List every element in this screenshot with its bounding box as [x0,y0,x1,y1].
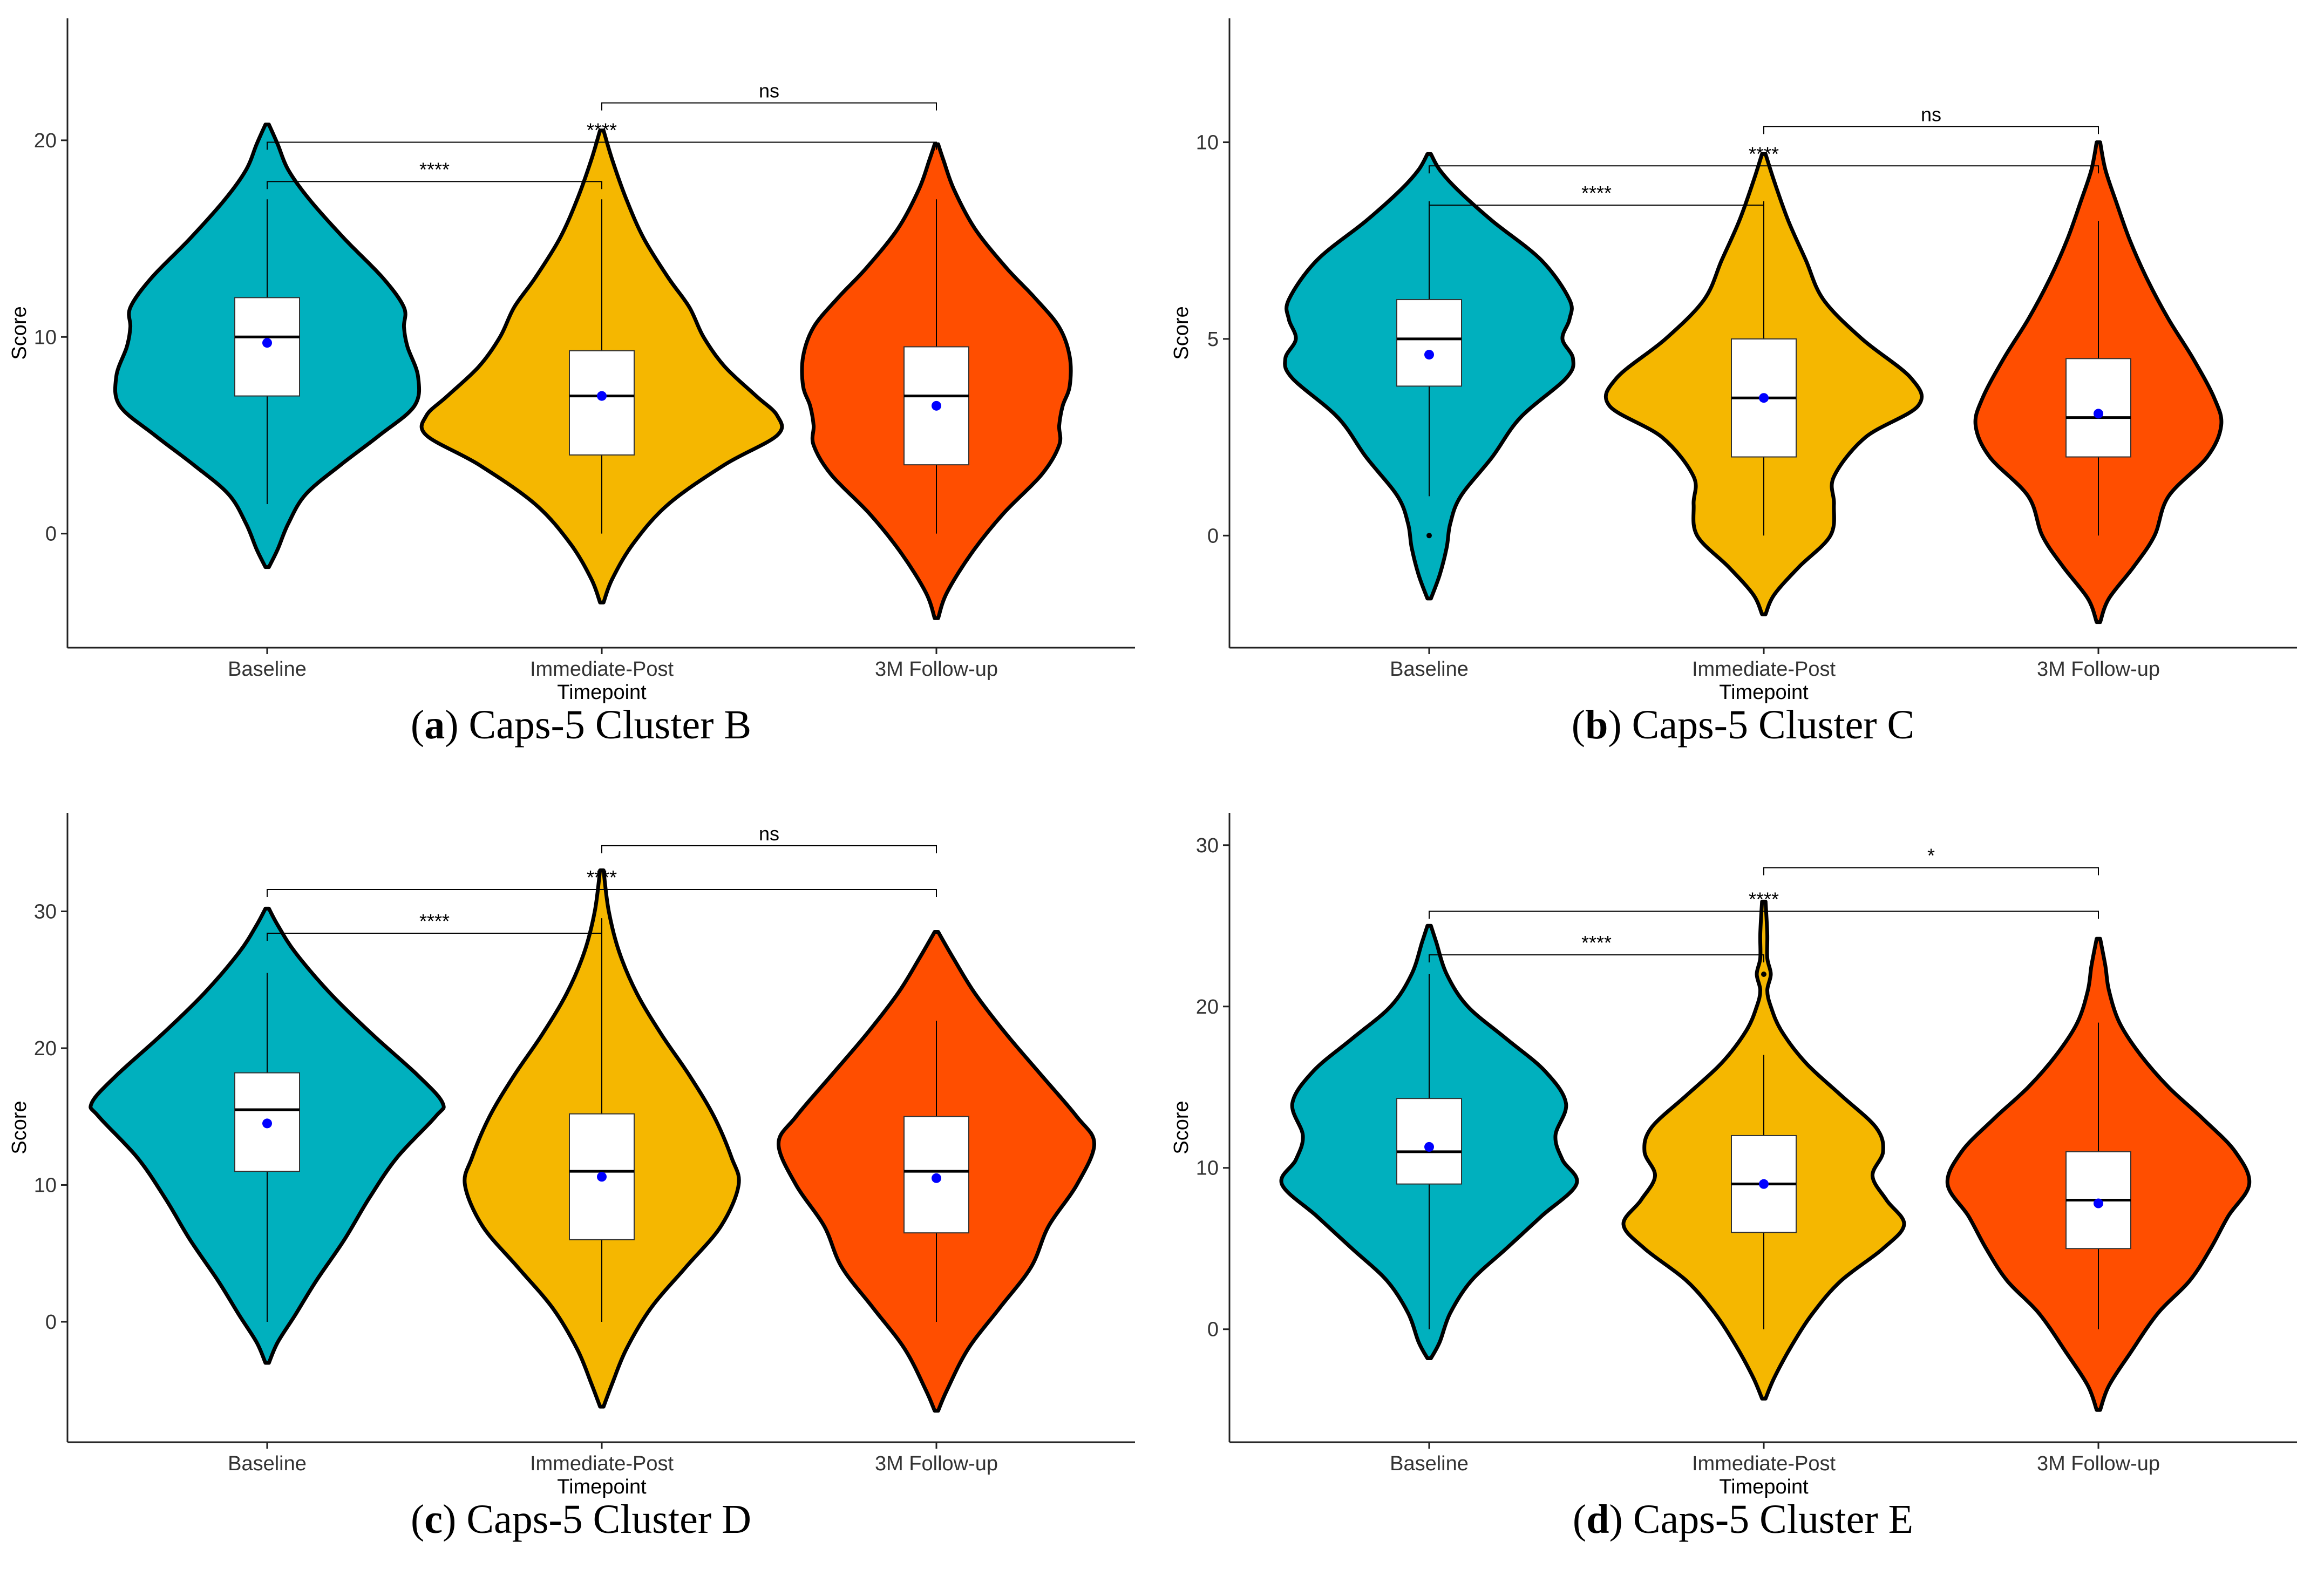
box-iqr [2065,358,2131,458]
chart-panel-a: 0 10 20 Score Baseline Immediate-Post 3M Follo… [0,0,1162,794]
mean-point [2094,1198,2103,1208]
mean-point [2094,409,2103,419]
caption-d: (d) Caps-5 Cluster E [1572,1497,1914,1542]
x-tick-label: Immediate-Post [1692,658,1836,681]
y-tick-label: 10 [1196,132,1219,154]
caption-text: Caps-5 Cluster E [1633,1497,1914,1542]
y-tick-label: 5 [1207,328,1219,351]
significance-bracket [601,102,937,111]
caption-b: (b) Caps-5 Cluster C [1571,702,1915,748]
y-axis-title: Score [8,1101,31,1154]
y-axis-title: Score [1170,1101,1193,1154]
mean-point [1424,1142,1434,1152]
significance-bracket [1763,867,2099,875]
significance-bracket [267,141,937,150]
violin-chart-c: 0 10 20 30 Score Baseline Immediate-Post 3M Fol… [8,813,1135,1498]
significance-label: **** [1749,142,1779,165]
significance-bracket [1429,954,1764,963]
violin-chart-a: 0 10 20 Score Baseline Immediate-Post 3M Follo… [8,18,1135,704]
outlier-point [1426,533,1432,539]
box-iqr [903,1116,969,1234]
caption-a: (a) Caps-5 Cluster B [410,702,752,748]
x-tick-label: 3M Follow-up [2037,1452,2160,1475]
y-axis-title: Score [1170,306,1193,359]
y-tick-label: 20 [34,130,57,152]
caption-letter: a [424,702,445,748]
significance-label: ns [759,80,779,102]
mean-point [1759,1179,1769,1189]
significance-bracket [1429,165,2099,174]
significance-label: **** [587,866,617,888]
violin-chart-b: 0 5 10 Score Baseline Immediate-Post 3M Follow… [1170,18,2297,704]
mean-point [1424,350,1434,360]
mean-point [1759,393,1769,403]
significance-label: **** [587,119,617,141]
y-tick-label: 10 [1196,1157,1219,1180]
y-axis-title: Score [8,306,31,359]
significance-bracket [267,181,602,189]
caption-text: Caps-5 Cluster C [1632,702,1915,748]
significance-label: **** [1749,888,1779,910]
significance-label: * [1927,845,1935,867]
significance-label: ns [759,823,779,845]
y-tick-label: 20 [34,1037,57,1060]
significance-bracket [1763,126,2099,134]
caption-letter: b [1585,702,1608,748]
y-tick-label: 30 [34,901,57,923]
y-tick-label: 0 [45,1311,57,1334]
chart-panel-c: 0 10 20 30 Score Baseline Immediate-Post 3M Fol… [0,794,1162,1589]
x-axis-title: Timepoint [1719,1476,1809,1498]
box-iqr [569,350,635,456]
chart-panel-d: 0 10 20 30 Score Baseline Immediate-Post 3M Fol… [1162,794,2324,1589]
mean-point [932,400,941,411]
x-tick-label: Baseline [1390,658,1469,681]
mean-point [932,1173,941,1183]
x-axis-title: Timepoint [557,1476,647,1498]
x-tick-label: Immediate-Post [530,658,674,681]
significance-bracket [601,845,937,853]
box-iqr [1396,299,1462,387]
caption-text: Caps-5 Cluster D [466,1497,752,1542]
x-tick-label: Baseline [228,658,307,681]
x-tick-label: Immediate-Post [1692,1452,1836,1475]
x-tick-label: Baseline [1390,1452,1469,1475]
caption-letter: d [1586,1497,1609,1542]
violin-chart-d: 0 10 20 30 Score Baseline Immediate-Post 3M Fol… [1170,813,2297,1498]
mean-point [262,1118,272,1129]
x-tick-label: Immediate-Post [530,1452,674,1475]
outlier-point [1761,971,1766,977]
x-tick-label: 3M Follow-up [875,1452,998,1475]
significance-bracket [267,933,602,941]
caption-c: (c) Caps-5 Cluster D [410,1497,752,1542]
y-tick-label: 20 [1196,996,1219,1018]
mean-point [262,338,272,348]
caption-text: Caps-5 Cluster B [468,702,752,748]
y-tick-label: 10 [34,1174,57,1197]
caption-letter: c [424,1497,443,1542]
y-tick-label: 0 [1207,525,1219,547]
y-tick-label: 30 [1196,834,1219,857]
y-tick-label: 0 [1207,1319,1219,1341]
significance-label: **** [1581,932,1612,954]
significance-label: ns [1921,103,1941,125]
mean-point [597,1172,607,1182]
significance-bracket [267,888,937,897]
significance-label: **** [419,158,450,180]
significance-label: **** [419,910,450,932]
y-tick-label: 0 [45,523,57,546]
x-axis-title: Timepoint [1719,681,1809,704]
x-tick-label: Baseline [228,1452,307,1475]
box-iqr [1396,1098,1462,1185]
mean-point [597,391,607,401]
x-axis-title: Timepoint [557,681,647,704]
significance-bracket [1429,911,2099,919]
significance-bracket [1429,205,1764,213]
chart-panel-b: 0 5 10 Score Baseline Immediate-Post 3M Follow… [1162,0,2324,794]
x-tick-label: 3M Follow-up [875,658,998,681]
x-tick-label: 3M Follow-up [2037,658,2160,681]
y-tick-label: 10 [34,326,57,349]
significance-label: **** [1581,182,1612,204]
